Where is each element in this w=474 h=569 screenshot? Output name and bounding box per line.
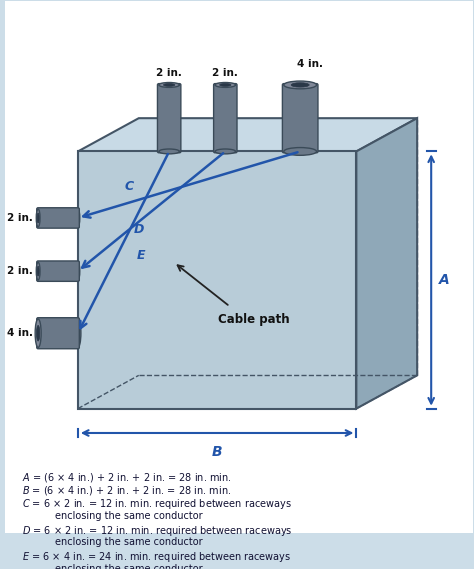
Ellipse shape xyxy=(159,149,180,154)
Text: $\mathit{C}$ = 6 × 2 in. = 12 in. min. required between raceways: $\mathit{C}$ = 6 × 2 in. = 12 in. min. r… xyxy=(22,497,292,512)
Text: $\mathit{D}$ = 6 × 2 in. = 12 in. min. required between raceways: $\mathit{D}$ = 6 × 2 in. = 12 in. min. r… xyxy=(22,524,292,538)
Text: 2 in.: 2 in. xyxy=(156,68,182,79)
Ellipse shape xyxy=(36,325,40,341)
Ellipse shape xyxy=(284,81,317,89)
Text: 4 in.: 4 in. xyxy=(297,59,322,69)
FancyBboxPatch shape xyxy=(283,84,318,152)
Text: enclosing the same conductor: enclosing the same conductor xyxy=(55,537,202,547)
Ellipse shape xyxy=(215,83,236,88)
FancyBboxPatch shape xyxy=(37,318,79,349)
Text: enclosing the same conductor: enclosing the same conductor xyxy=(55,510,202,521)
Ellipse shape xyxy=(36,262,40,280)
Ellipse shape xyxy=(75,319,81,348)
Polygon shape xyxy=(78,118,417,151)
Ellipse shape xyxy=(35,319,41,348)
Text: 2 in.: 2 in. xyxy=(7,213,33,223)
FancyBboxPatch shape xyxy=(37,261,79,281)
Text: B: B xyxy=(212,446,222,459)
Text: 2 in.: 2 in. xyxy=(212,68,238,79)
Ellipse shape xyxy=(76,209,80,227)
Text: 2 in.: 2 in. xyxy=(7,266,33,276)
Polygon shape xyxy=(356,118,417,409)
Ellipse shape xyxy=(219,84,231,86)
Text: C: C xyxy=(125,180,134,193)
Polygon shape xyxy=(78,151,356,409)
FancyBboxPatch shape xyxy=(214,84,237,152)
Text: D: D xyxy=(134,222,144,236)
Ellipse shape xyxy=(37,266,39,276)
Ellipse shape xyxy=(76,262,80,280)
Text: $\mathit{B}$ = (6 × 4 in.) + 2 in. + 2 in. = 28 in. min.: $\mathit{B}$ = (6 × 4 in.) + 2 in. + 2 i… xyxy=(22,484,231,497)
FancyBboxPatch shape xyxy=(2,0,474,536)
Text: $\mathit{E}$ = 6 × 4 in. = 24 in. min. required between raceways: $\mathit{E}$ = 6 × 4 in. = 24 in. min. r… xyxy=(22,550,291,564)
Ellipse shape xyxy=(215,149,236,154)
Ellipse shape xyxy=(164,84,175,86)
Ellipse shape xyxy=(37,213,39,223)
Text: E: E xyxy=(137,249,146,262)
FancyBboxPatch shape xyxy=(37,208,79,228)
Ellipse shape xyxy=(284,147,317,155)
Text: enclosing the same conductor: enclosing the same conductor xyxy=(55,564,202,569)
Text: $\mathit{A}$ = (6 × 4 in.) + 2 in. + 2 in. = 28 in. min.: $\mathit{A}$ = (6 × 4 in.) + 2 in. + 2 i… xyxy=(22,471,231,484)
Text: 4 in.: 4 in. xyxy=(7,328,33,338)
Text: A: A xyxy=(439,273,450,287)
Ellipse shape xyxy=(36,209,40,227)
Ellipse shape xyxy=(159,83,180,88)
Ellipse shape xyxy=(291,83,309,87)
Text: Cable path: Cable path xyxy=(218,314,289,327)
FancyBboxPatch shape xyxy=(157,84,181,152)
